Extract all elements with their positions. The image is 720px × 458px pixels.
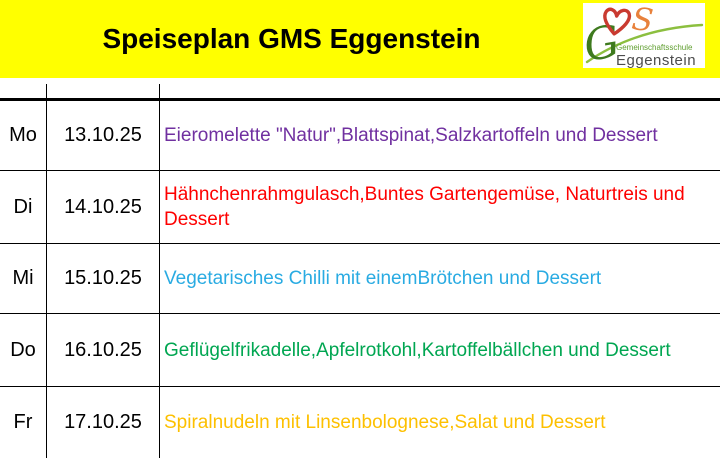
logo-school-name: Eggenstein — [616, 52, 696, 68]
meal-cell: Eieromelette "Natur",Blattspinat,Salzkar… — [164, 125, 658, 146]
header-banner: Speiseplan GMS Eggenstein G S Gemeinscha… — [0, 0, 720, 78]
date-cell: 13.10.25 — [47, 101, 160, 170]
table-header-spacer — [0, 84, 720, 101]
table-row: Di 14.10.25 Hähnchenrahmgulasch,Buntes G… — [0, 171, 720, 244]
table-row: Mi 15.10.25 Vegetarisches Chilli mit ein… — [0, 244, 720, 314]
date-cell: 16.10.25 — [47, 314, 160, 386]
meal-cell: Vegetarisches Chilli mit einemBrötchen u… — [164, 268, 602, 289]
table-row: Mo 13.10.25 Eieromelette "Natur",Blattsp… — [0, 101, 720, 171]
meal-cell: Spiralnudeln mit Linsenbolognese,Salat u… — [164, 412, 606, 433]
date-cell: 15.10.25 — [47, 244, 160, 313]
school-logo: G S Gemeinschaftsschule Eggenstein — [583, 3, 705, 68]
day-cell: Mi — [0, 244, 47, 313]
heart-icon — [603, 7, 632, 36]
day-cell: Fr — [0, 387, 47, 458]
table-row: Do 16.10.25 Geflügelfrikadelle,Apfelrotk… — [0, 314, 720, 387]
meal-cell: Hähnchenrahmgulasch,Buntes Gartengemüse,… — [164, 184, 685, 230]
date-cell: 14.10.25 — [47, 171, 160, 243]
day-cell: Do — [0, 314, 47, 386]
meal-cell: Geflügelfrikadelle,Apfelrotkohl,Kartoffe… — [164, 339, 671, 361]
logo-school-type: Gemeinschaftsschule — [616, 43, 693, 52]
day-cell: Di — [0, 171, 47, 243]
date-cell: 17.10.25 — [47, 387, 160, 458]
page-title: Speiseplan GMS Eggenstein — [102, 23, 481, 54]
table-row: Fr 17.10.25 Spiralnudeln mit Linsenbolog… — [0, 387, 720, 458]
menu-table: Mo 13.10.25 Eieromelette "Natur",Blattsp… — [0, 84, 720, 458]
swoosh-line — [585, 23, 704, 64]
day-cell: Mo — [0, 101, 47, 170]
school-logo-graphic: G S Gemeinschaftsschule Eggenstein — [583, 3, 704, 68]
logo-letter-s: S — [630, 3, 655, 39]
